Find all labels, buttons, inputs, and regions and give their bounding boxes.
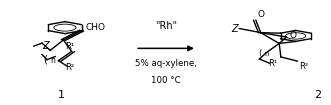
Text: n: n <box>50 56 55 65</box>
Text: R²: R² <box>65 63 74 72</box>
Text: O: O <box>258 10 264 19</box>
Text: R²: R² <box>299 62 308 71</box>
Text: (: ( <box>258 49 261 58</box>
Text: CHO: CHO <box>86 23 106 32</box>
Text: n: n <box>264 51 269 57</box>
Text: (: ( <box>43 55 47 65</box>
Text: 100 °C: 100 °C <box>151 76 181 85</box>
Text: 2: 2 <box>314 90 321 100</box>
Text: 5% aq-xylene,: 5% aq-xylene, <box>135 59 197 68</box>
Text: O: O <box>289 32 296 41</box>
Text: R¹: R¹ <box>65 42 74 51</box>
Text: R¹: R¹ <box>268 59 278 68</box>
Text: Z: Z <box>231 24 238 33</box>
Text: 1: 1 <box>58 90 65 100</box>
Text: "Rh": "Rh" <box>155 21 177 31</box>
Text: Z: Z <box>42 41 49 51</box>
